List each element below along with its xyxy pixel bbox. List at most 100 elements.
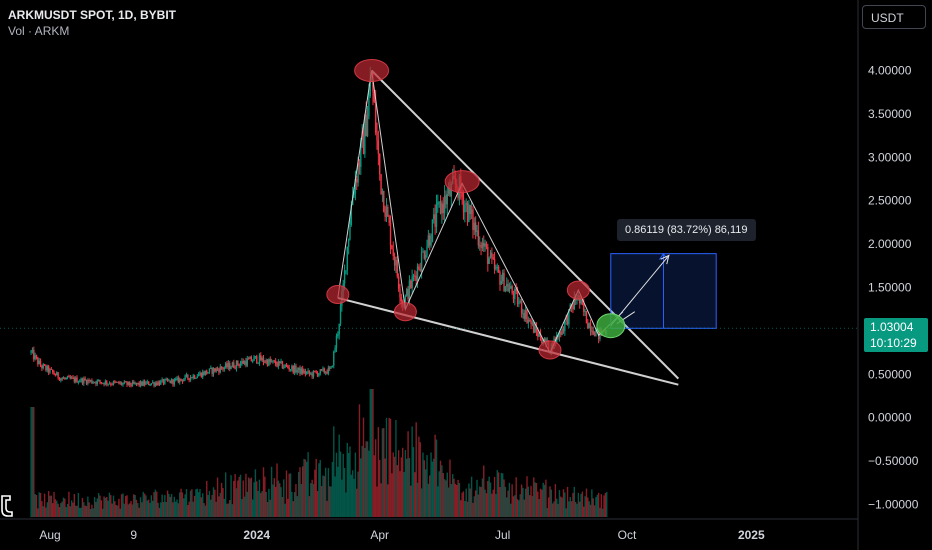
currency-button[interactable]: USDT bbox=[862, 5, 926, 29]
candle-body bbox=[110, 383, 112, 385]
volume-bar bbox=[65, 507, 67, 517]
candle-body bbox=[407, 288, 409, 300]
volume-bar bbox=[58, 507, 61, 517]
candle-body bbox=[179, 378, 181, 383]
candle-body bbox=[74, 377, 77, 382]
volume-bar bbox=[461, 492, 463, 517]
candle-body bbox=[520, 301, 523, 314]
volume-bar bbox=[204, 505, 207, 517]
volume-bar bbox=[353, 478, 355, 517]
volume-bar bbox=[84, 505, 86, 517]
volume-bar bbox=[388, 417, 390, 517]
volume-bar bbox=[77, 492, 80, 517]
volume-bar bbox=[38, 492, 40, 517]
candle-body bbox=[439, 201, 442, 214]
x-tick-label: Aug bbox=[39, 528, 60, 542]
volume-bar bbox=[419, 442, 421, 517]
candle-body bbox=[395, 260, 397, 266]
volume-bar bbox=[238, 476, 240, 517]
candle-body bbox=[387, 207, 389, 217]
candle-body bbox=[377, 140, 380, 154]
candle-body bbox=[87, 379, 89, 384]
candle-body bbox=[300, 368, 303, 374]
candle-body bbox=[497, 266, 500, 273]
volume-bar bbox=[408, 457, 411, 517]
candle-body bbox=[46, 366, 48, 371]
candle-body bbox=[151, 382, 154, 384]
volume-bar bbox=[542, 482, 544, 517]
candle-body bbox=[251, 360, 254, 362]
candle-body bbox=[233, 362, 235, 368]
volume-bar bbox=[497, 472, 500, 517]
volume-bar bbox=[208, 490, 211, 517]
volume-bars bbox=[30, 389, 608, 517]
volume-bar bbox=[126, 495, 128, 517]
volume-bar bbox=[523, 499, 526, 517]
volume-bar bbox=[323, 476, 326, 517]
candle-body bbox=[315, 371, 317, 373]
candle-body bbox=[80, 378, 82, 382]
candle-body bbox=[595, 330, 597, 337]
candle-body bbox=[284, 364, 286, 368]
volume-bar bbox=[37, 508, 39, 517]
volume-bar bbox=[151, 500, 154, 517]
candle-body bbox=[214, 368, 216, 372]
candle-body bbox=[374, 102, 377, 133]
volume-bar bbox=[154, 489, 157, 517]
volume-bar bbox=[39, 492, 42, 517]
candle-body bbox=[153, 382, 155, 386]
volume-bar bbox=[343, 468, 346, 517]
volume-bar bbox=[374, 439, 377, 517]
candle-body bbox=[350, 204, 353, 226]
candle-body bbox=[581, 299, 584, 305]
candle-body bbox=[495, 267, 497, 270]
volume-bar bbox=[416, 482, 419, 517]
candle-body bbox=[303, 370, 305, 374]
volume-bar bbox=[491, 493, 493, 517]
volume-bar bbox=[460, 500, 462, 517]
candle-body bbox=[260, 355, 262, 361]
candle-body bbox=[122, 383, 124, 385]
volume-bar bbox=[458, 482, 461, 517]
volume-bar bbox=[507, 490, 509, 517]
volume-bar bbox=[441, 465, 443, 517]
volume-bar bbox=[404, 450, 407, 517]
candle-body bbox=[85, 380, 88, 384]
candle-body bbox=[35, 355, 38, 358]
volume-bar bbox=[356, 488, 358, 517]
volume-bar bbox=[588, 501, 590, 517]
candle-body bbox=[206, 370, 208, 374]
volume-bar bbox=[124, 495, 127, 517]
volume-bar bbox=[276, 463, 278, 517]
tradingview-logo-icon[interactable] bbox=[0, 494, 14, 523]
candle-body bbox=[508, 288, 511, 292]
volume-bar bbox=[407, 431, 409, 517]
volume-bar bbox=[554, 484, 557, 517]
candle-body bbox=[43, 364, 46, 366]
y-tick-label: 2.00000 bbox=[868, 237, 912, 251]
volume-bar bbox=[34, 494, 36, 517]
candle-body bbox=[388, 216, 390, 223]
volume-bar bbox=[179, 492, 181, 517]
time-axis: Aug 9 2024 Apr Jul Oct 2025 bbox=[39, 528, 765, 542]
volume-bar bbox=[177, 503, 180, 517]
volume-bar bbox=[338, 434, 340, 517]
candle-body bbox=[103, 382, 105, 385]
volume-bar bbox=[277, 480, 280, 517]
volume-bar bbox=[62, 497, 65, 517]
candle-body bbox=[176, 377, 178, 380]
volume-bar bbox=[122, 493, 124, 517]
candle-body bbox=[423, 251, 426, 259]
volume-bar bbox=[134, 495, 136, 517]
candle-body bbox=[515, 289, 517, 292]
volume-bar bbox=[341, 479, 343, 517]
symbol-title: ARKMUSDT SPOT, 1D, BYBIT bbox=[8, 8, 177, 22]
volume-bar bbox=[102, 508, 104, 517]
volume-bar bbox=[220, 482, 223, 517]
volume-bar bbox=[358, 404, 361, 517]
volume-bar bbox=[231, 504, 234, 517]
candle-body bbox=[381, 190, 384, 194]
volume-bar bbox=[137, 503, 139, 517]
candle-body bbox=[296, 370, 298, 373]
